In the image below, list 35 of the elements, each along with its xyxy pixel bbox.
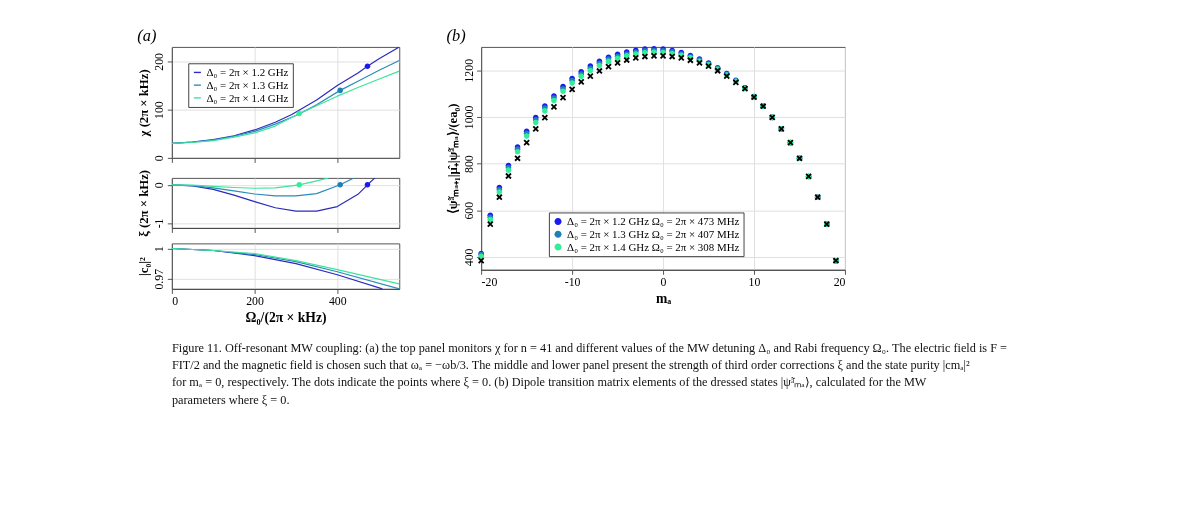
- y-tick-label: -1: [152, 218, 167, 229]
- x-axis-title: Ω₀/(2π × kHz): [245, 310, 327, 327]
- legend-label: Δ₀ = 2π × 1.2 GHz Ω₀ = 2π × 473 MHz: [567, 215, 740, 228]
- legend-label: Δ₀ = 2π × 1.3 GHz Ω₀ = 2π × 407 MHz: [567, 227, 740, 240]
- y-axis-title: |c₀|²: [136, 256, 151, 277]
- y-tick-label: 0.97: [152, 268, 167, 290]
- x-tick-label: 200: [246, 293, 265, 308]
- caption: Figure 11. Off-resonant MW coupling: (a) the top panel monitors χ for n = 41 and different values of the MW detuning Δ₀ and Rabi frequency Ω₀. The electric field is F = FIT/2 and the magnetic field is chosen such that ωₐ = −ωb/3. The middle and lower panel present the strength of third order corrections ξ and the state purity |cmₐ|² for mₐ = 0, respectively. The dots indicate the points where ξ = 0. (b) Dipole transition matrix elements of the dressed states |ψ̃ᵃₘₐ⟩, calculated for the MW parameters where ξ = 0.: [171, 340, 1008, 407]
- x-tick-label: 0: [172, 293, 179, 308]
- x-tick-label: -20: [481, 274, 498, 289]
- x-tick-label: 400: [328, 293, 347, 308]
- y-tick-label: 0: [152, 182, 167, 189]
- y-axis-title: ⟨ψ̃ᵃₘₐ₊₁|μ̂₊|ψ̃ᵃₘₐ⟩/(ea₀): [446, 103, 461, 215]
- x-tick-label: 0: [660, 274, 667, 289]
- y-tick-label: 1: [152, 245, 167, 252]
- chart-title: (b): [446, 25, 466, 45]
- x-axis-title: mₐ: [655, 291, 672, 306]
- x-tick-label: 20: [833, 274, 846, 289]
- y-tick-label: 1000: [461, 105, 476, 130]
- chart-title: (a): [137, 26, 157, 46]
- legend-label: Δ₀ = 2π × 1.4 GHz Ω₀ = 2π × 308 MHz: [567, 240, 740, 253]
- y-tick-label: 200: [152, 52, 167, 71]
- legend-label: Δ₀ = 2π × 1.3 GHz: [206, 78, 289, 91]
- y-tick-label: 400: [461, 248, 476, 267]
- y-tick-label: 0: [152, 155, 167, 162]
- y-tick-label: 1200: [461, 58, 476, 83]
- y-tick-label: 600: [461, 201, 476, 220]
- x-tick-label: -10: [564, 274, 581, 289]
- y-axis-title: ξ (2π × kHz): [136, 169, 151, 237]
- y-tick-label: 800: [461, 155, 476, 173]
- legend-label: Δ₀ = 2π × 1.4 GHz: [206, 91, 289, 104]
- legend-label: Δ₀ = 2π × 1.2 GHz: [206, 66, 289, 79]
- y-axis-title: χ (2π × kHz): [136, 69, 151, 138]
- y-tick-label: 100: [152, 101, 167, 119]
- x-tick-label: 10: [748, 274, 761, 289]
